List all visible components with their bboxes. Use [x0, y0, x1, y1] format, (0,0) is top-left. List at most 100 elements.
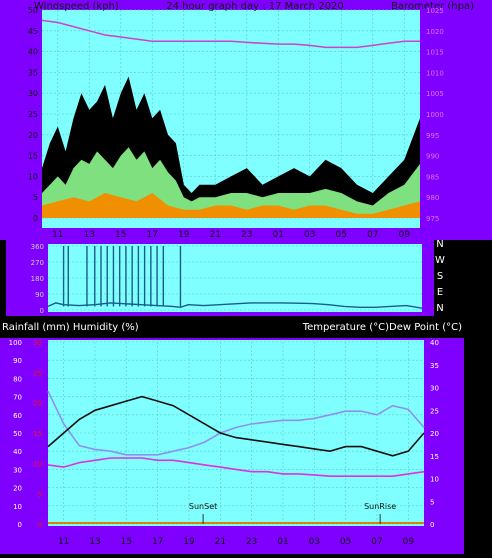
wind-y-tick-label: 45	[28, 27, 38, 36]
chart-title: 24 hour graph day : 17 March 2020	[166, 1, 344, 12]
direction-panel-bg	[48, 244, 422, 312]
barometer-tick-label: 975	[426, 215, 439, 223]
temp-tick-label: 5	[430, 498, 434, 506]
wind-x-tick-label: 07	[367, 230, 378, 240]
barometer-tick-label: 1005	[426, 90, 444, 98]
direction-tick-label: 360	[31, 243, 44, 251]
humidity-tick-label: 80	[13, 375, 22, 383]
temp-x-tick-label: 07	[371, 537, 382, 547]
temp-humidity-chart: 0102030405060708090100051015202530051015…	[9, 339, 439, 547]
rain-tick-label: 25	[33, 369, 42, 377]
wind-average-series	[42, 147, 420, 218]
barometer-tick-label: 1000	[426, 111, 444, 119]
humidity-tick-label: 60	[13, 412, 22, 420]
rain-tick-label: 15	[33, 430, 42, 438]
wind-y-tick-label: 40	[28, 48, 38, 57]
wind-x-tick-label: 05	[336, 230, 347, 240]
temp-x-tick-label: 01	[277, 537, 288, 547]
barometer-tick-label: 985	[426, 173, 439, 181]
temp-tick-label: 20	[430, 430, 439, 438]
direction-tick-label: 180	[31, 275, 44, 283]
temp-x-tick-label: 23	[246, 537, 257, 547]
wind-y-tick-label: 30	[28, 89, 38, 98]
compass-label: N	[436, 303, 443, 314]
temp-x-tick-label: 03	[309, 537, 320, 547]
barometer-tick-label: 980	[426, 194, 439, 202]
wind-x-tick-label: 21	[210, 230, 221, 240]
rain-tick-label: 10	[33, 460, 42, 468]
rain-tick-label: 30	[33, 339, 42, 347]
temperature-series	[47, 395, 425, 457]
direction-tick-label: 0	[40, 307, 44, 315]
direction-series	[47, 302, 423, 309]
temp-x-tick-label: 17	[152, 537, 163, 547]
barometer-tick-label: 1020	[426, 28, 444, 36]
compass-label: N	[436, 239, 443, 250]
humidity-tick-label: 70	[13, 394, 22, 402]
temp-tick-label: 10	[430, 476, 439, 484]
humidity-tick-label: 50	[13, 430, 22, 438]
rain-humidity-axis-title: Rainfall (mm) Humidity (%)	[2, 322, 139, 333]
rain-tick-label: 0	[38, 521, 42, 529]
compass-label: W	[435, 255, 445, 266]
humidity-tick-label: 20	[13, 485, 22, 493]
wind-x-tick-label: 03	[304, 230, 315, 240]
temp-x-tick-label: 11	[58, 537, 69, 547]
wind-x-tick-label: 15	[115, 230, 126, 240]
humidity-tick-label: 40	[13, 448, 22, 456]
wind-x-tick-label: 09	[399, 230, 411, 240]
humidity-tick-label: 10	[13, 503, 22, 511]
wind-y-tick-label: 35	[28, 68, 38, 77]
temp-tick-label: 0	[430, 521, 434, 529]
wind-x-tick-label: 23	[241, 230, 252, 240]
wind-x-tick-label: 13	[84, 230, 95, 240]
wind-low-series	[42, 193, 420, 218]
temp-x-tick-label: 05	[340, 537, 351, 547]
wind-y-tick-label: 10	[28, 172, 38, 181]
barometer-axis-title: Barometer (hpa)	[391, 1, 474, 12]
wind-y-tick-label: 5	[33, 193, 38, 202]
humidity-tick-label: 90	[13, 357, 22, 365]
direction-tick-label: 270	[31, 259, 44, 267]
temp-x-tick-label: 19	[183, 537, 195, 547]
rain-tick-label: 20	[33, 400, 42, 408]
compass-label: S	[437, 271, 443, 282]
temp-x-tick-label: 09	[403, 537, 415, 547]
humidity-tick-label: 0	[18, 521, 22, 529]
sunset-label: SunSet	[189, 502, 217, 511]
humidity-tick-label: 100	[9, 339, 22, 347]
temp-dew-axis-title: Temperature (°C)Dew Point (°C)	[302, 322, 462, 333]
barometer-tick-label: 995	[426, 132, 439, 140]
temp-tick-label: 35	[430, 362, 439, 370]
humidity-series	[47, 390, 425, 456]
barometer-tick-label: 1025	[426, 7, 444, 15]
temp-tick-label: 30	[430, 385, 439, 393]
barometer-series	[41, 19, 420, 49]
wind-y-tick-label: 0	[33, 214, 38, 223]
wind-y-tick-label: 25	[28, 110, 38, 119]
wind-y-tick-label: 20	[28, 131, 38, 140]
temp-tick-label: 40	[430, 339, 439, 347]
dewpoint-series	[47, 457, 425, 477]
temp-tick-label: 25	[430, 407, 439, 415]
wind-x-tick-label: 19	[178, 230, 190, 240]
wind-y-tick-label: 15	[28, 152, 38, 161]
wind-x-tick-label: 11	[52, 230, 63, 240]
wind-y-tick-label: 50	[28, 6, 38, 15]
sunrise-label: SunRise	[364, 502, 396, 511]
temp-tick-label: 15	[430, 453, 439, 461]
compass-label: E	[437, 287, 443, 298]
temp-x-tick-label: 13	[89, 537, 100, 547]
wind-x-tick-label: 01	[273, 230, 284, 240]
humidity-tick-label: 30	[13, 466, 22, 474]
temp-x-tick-label: 21	[215, 537, 226, 547]
direction-tick-label: 90	[35, 291, 44, 299]
temp-x-tick-label: 15	[121, 537, 132, 547]
wind-axis-title: Windspeed (kph)	[34, 1, 119, 12]
barometer-tick-label: 990	[426, 153, 439, 161]
barometer-tick-label: 1010	[426, 69, 444, 77]
barometer-tick-label: 1015	[426, 49, 444, 57]
